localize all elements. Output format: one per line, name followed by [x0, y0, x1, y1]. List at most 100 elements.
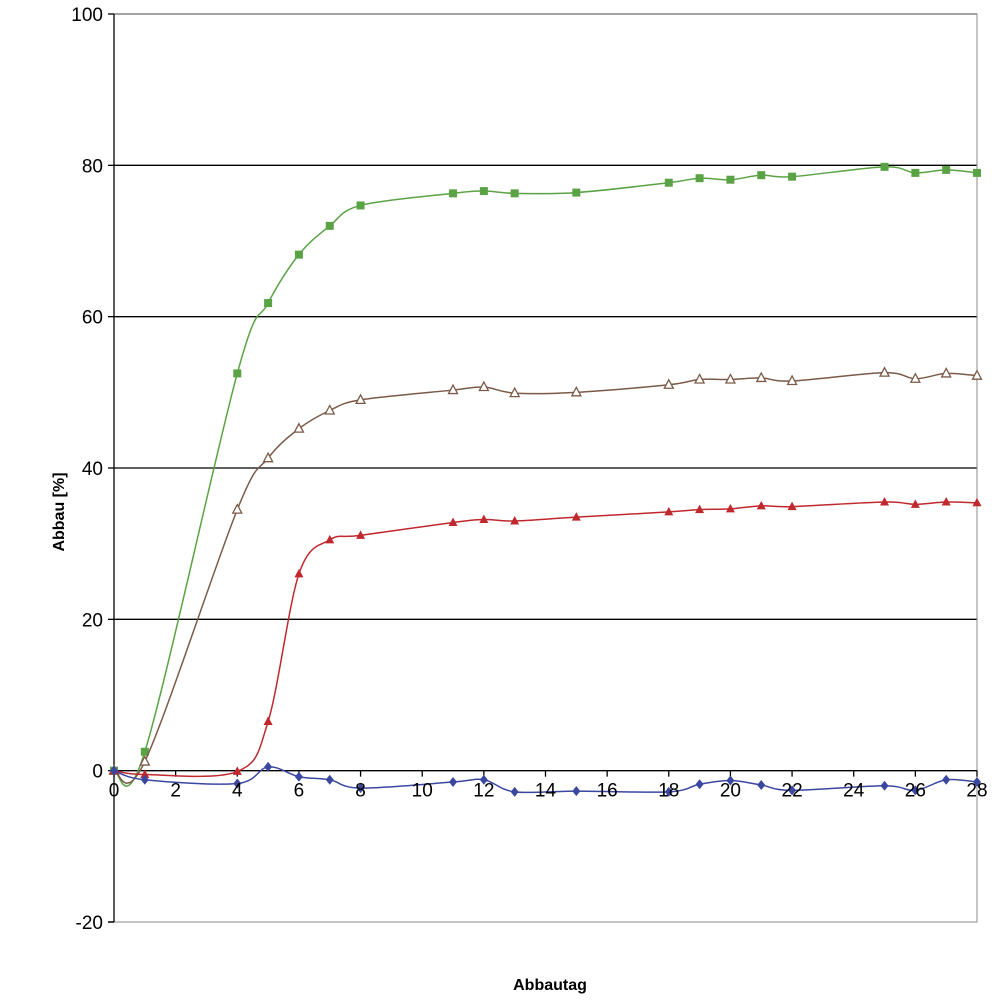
data-point	[788, 172, 797, 181]
data-point	[140, 747, 149, 756]
y-tick-label: 40	[82, 459, 103, 480]
data-point	[510, 515, 520, 525]
data-point	[878, 366, 891, 377]
data-point	[664, 178, 673, 187]
data-point	[325, 774, 334, 785]
series-layer	[108, 162, 983, 797]
data-point	[110, 765, 118, 776]
x-tick-label: 0	[109, 781, 120, 802]
data-point	[293, 422, 305, 433]
data-point	[973, 168, 981, 177]
y-tick-label: 80	[82, 156, 103, 177]
y-axis-label: Abbau [%]	[51, 472, 68, 551]
data-point	[972, 497, 982, 507]
data-point	[694, 373, 706, 384]
data-point	[940, 367, 952, 378]
y-tick-label: 100	[71, 5, 103, 26]
series-line	[113, 166, 978, 787]
data-point	[880, 780, 889, 791]
data-point	[264, 299, 273, 308]
data-point	[356, 530, 366, 539]
x-tick-label: 16	[597, 781, 618, 802]
series-line	[113, 501, 978, 778]
axes	[108, 13, 978, 923]
data-point	[294, 568, 304, 578]
data-point	[571, 512, 581, 521]
data-point	[448, 517, 458, 526]
data-point	[510, 786, 519, 797]
data-point	[726, 175, 735, 184]
data-point	[911, 168, 920, 177]
series-line	[113, 371, 978, 784]
x-tick-label: 20	[720, 781, 741, 802]
data-point	[449, 189, 458, 198]
data-point	[971, 369, 983, 380]
data-point	[910, 499, 920, 508]
x-tick-label: 24	[843, 781, 865, 802]
data-point	[786, 374, 798, 386]
data-point	[356, 783, 365, 794]
data-point	[664, 786, 673, 797]
x-tick-label: 2	[170, 781, 181, 802]
data-point	[756, 500, 766, 510]
data-point	[664, 506, 674, 516]
data-point	[663, 378, 675, 389]
data-point	[572, 786, 581, 797]
data-point	[909, 372, 921, 383]
data-point	[233, 778, 242, 789]
data-point	[880, 497, 890, 506]
data-point	[695, 779, 704, 790]
series-1	[110, 162, 981, 787]
series-4	[110, 761, 981, 797]
x-tick-label: 4	[232, 781, 243, 802]
series-2	[108, 366, 983, 784]
data-point	[354, 393, 367, 405]
data-point	[757, 171, 766, 180]
data-point	[695, 174, 704, 183]
grid	[114, 13, 977, 620]
data-point	[695, 504, 705, 514]
data-point	[509, 386, 521, 398]
y-tick-label: 0	[92, 762, 103, 783]
x-tick-label: 10	[412, 781, 433, 802]
data-point	[356, 201, 365, 210]
data-point	[140, 774, 149, 785]
data-point	[231, 503, 243, 514]
data-point	[262, 451, 274, 463]
data-point	[941, 497, 951, 506]
series-3	[109, 497, 982, 778]
x-axis-label: Abbautag	[513, 977, 587, 994]
y-tick-label: -20	[76, 913, 103, 934]
data-point	[139, 755, 151, 766]
data-point	[478, 380, 490, 392]
x-tick-label: 8	[355, 781, 366, 802]
data-point	[880, 162, 889, 171]
data-point	[140, 769, 150, 778]
data-point	[755, 371, 767, 383]
x-tick-label: 6	[294, 781, 305, 802]
data-point	[294, 250, 303, 259]
data-point	[726, 775, 735, 786]
data-point	[264, 761, 273, 772]
data-point	[479, 187, 488, 196]
x-tick-label: 26	[905, 781, 926, 802]
data-point	[725, 503, 735, 513]
data-point	[447, 383, 459, 395]
data-point	[942, 774, 951, 785]
data-point	[570, 385, 582, 397]
data-point	[325, 221, 334, 230]
x-tick-label: 14	[535, 781, 557, 802]
data-point	[973, 777, 981, 788]
data-point	[788, 785, 797, 796]
x-tick-label: 22	[782, 781, 803, 802]
data-point	[232, 766, 242, 775]
data-point	[325, 534, 335, 544]
data-point	[294, 771, 303, 782]
data-point	[724, 373, 737, 384]
x-tick-label: 18	[658, 781, 679, 802]
data-point	[479, 774, 488, 785]
data-point	[787, 501, 797, 511]
y-tick-label: 60	[82, 308, 103, 329]
data-point	[942, 165, 951, 174]
